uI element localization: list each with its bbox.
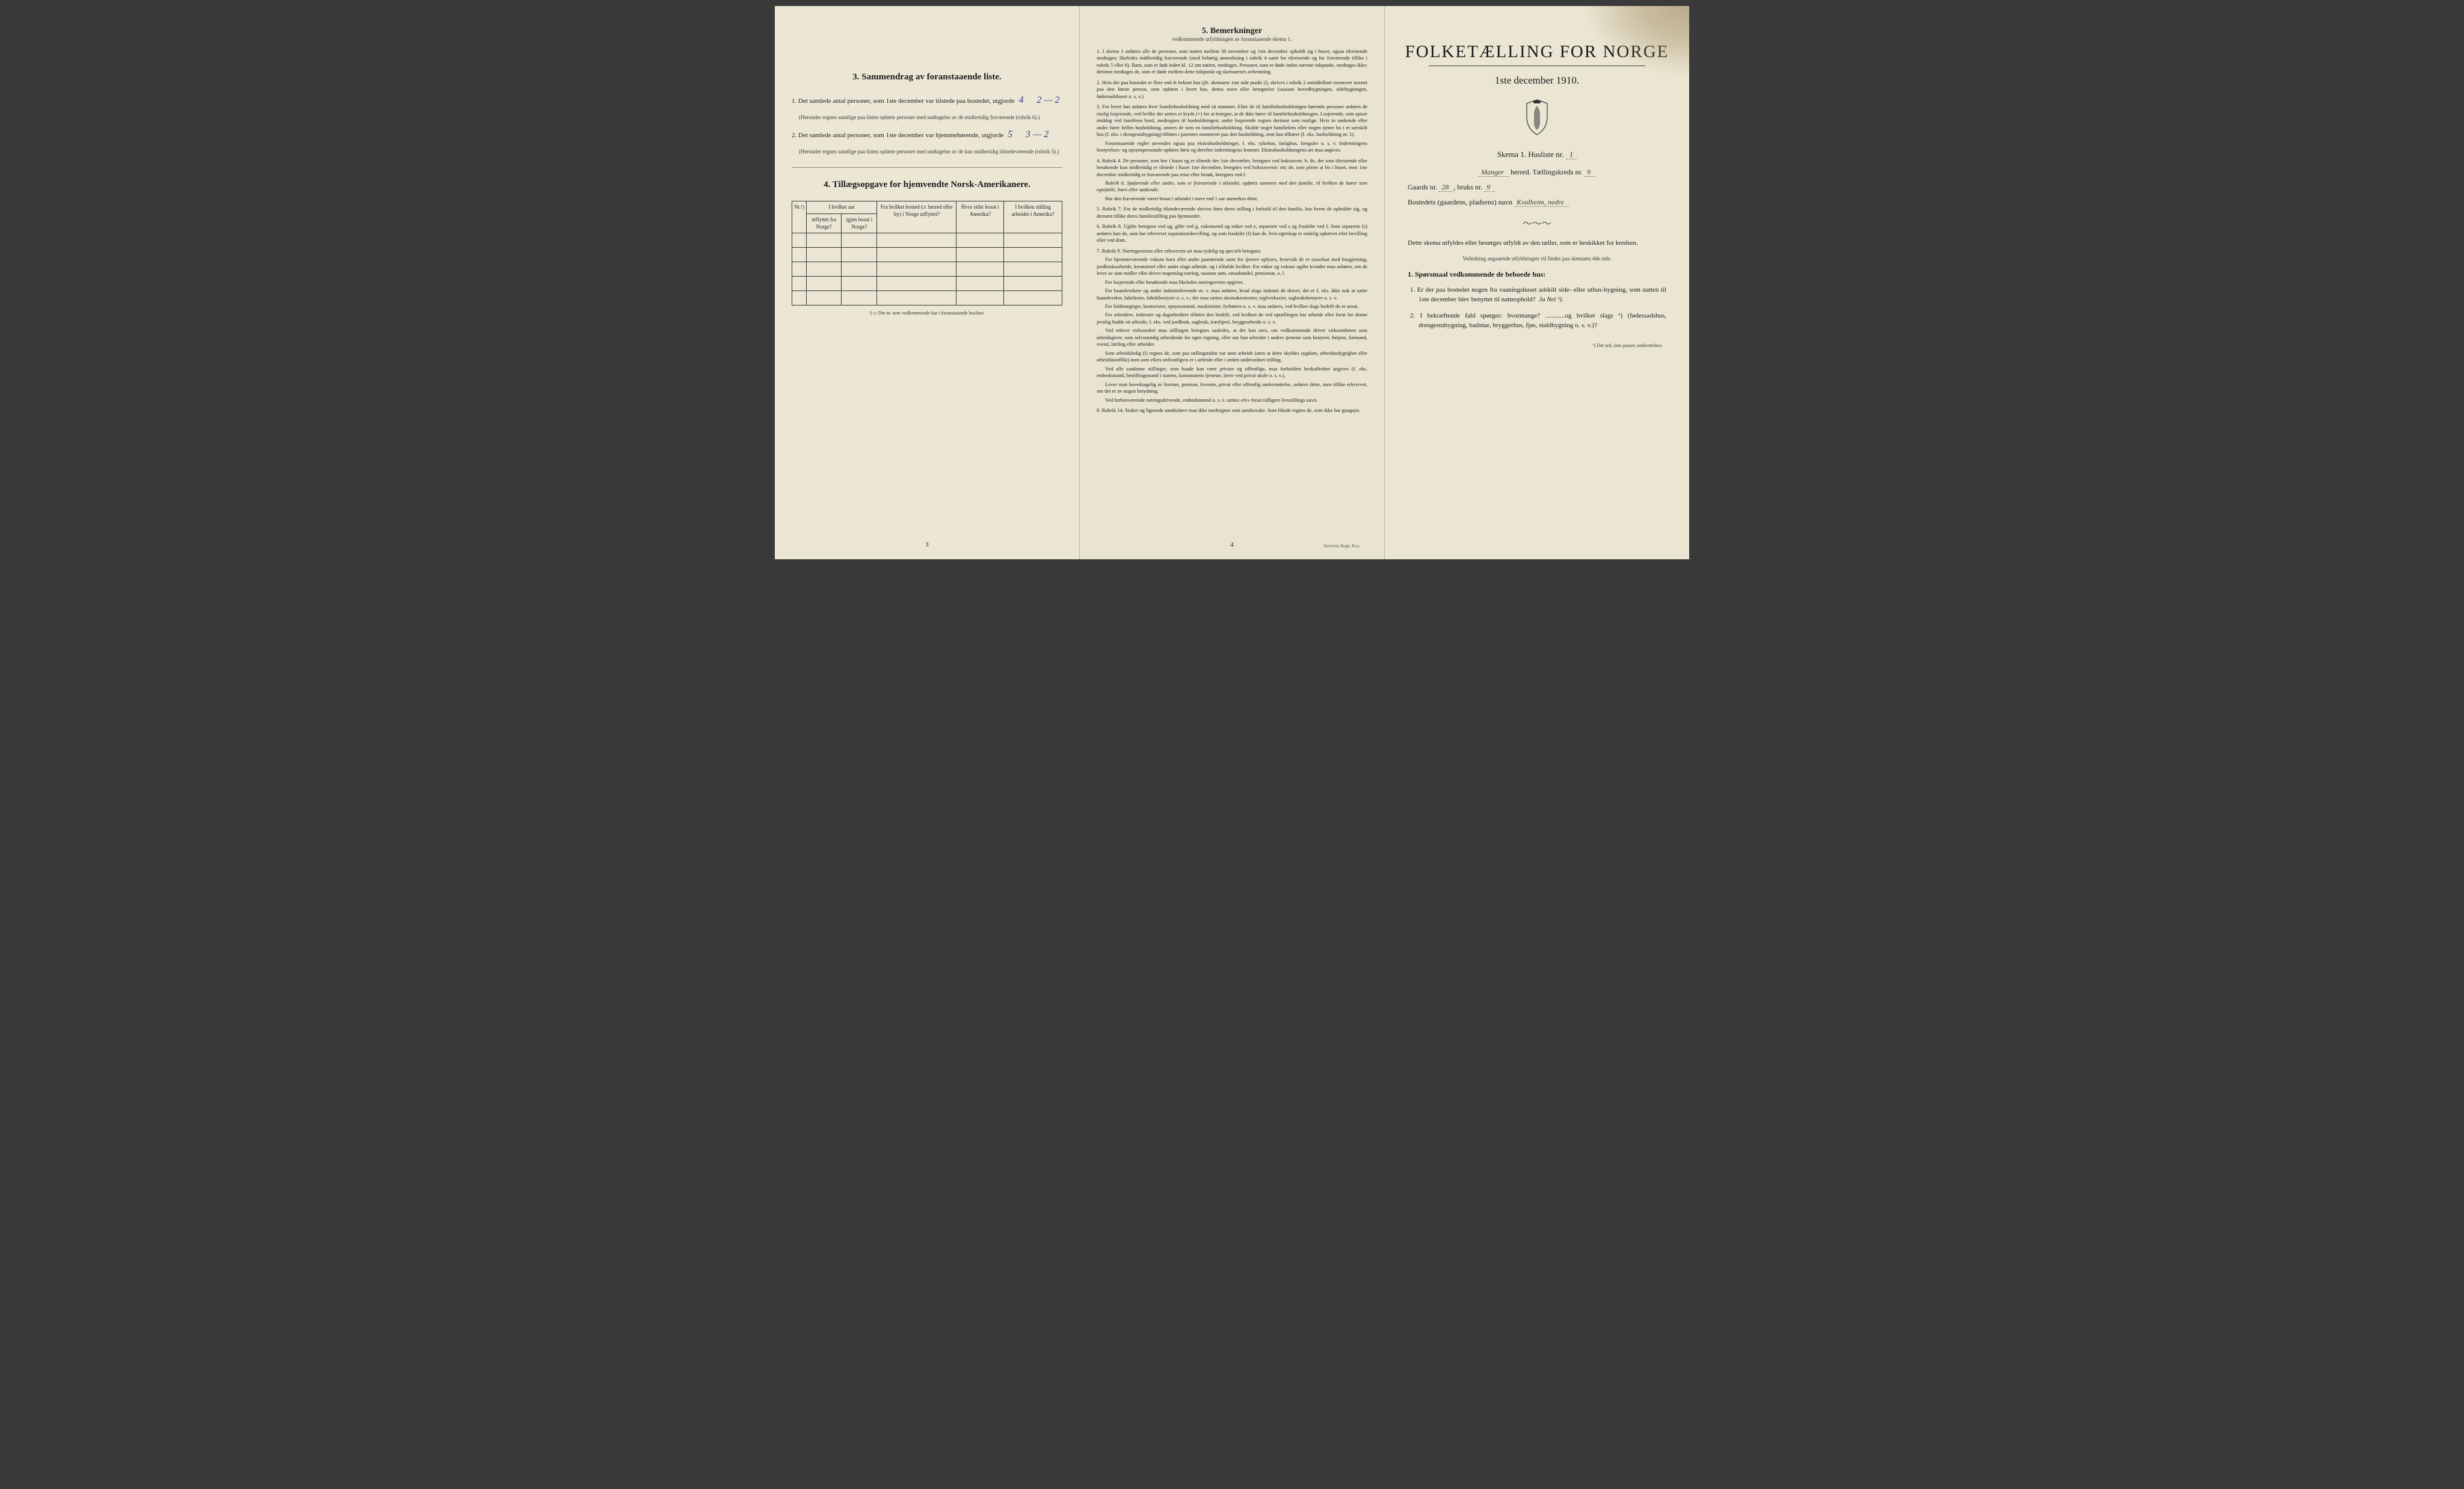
section-3-title: 3. Sammendrag av foranstaaende liste. <box>792 72 1062 82</box>
section-4-title: 4. Tillægsopgave for hjemvendte Norsk-Am… <box>792 180 1062 190</box>
remark-4-sub2: Har den fraværende været bosat i utlande… <box>1097 195 1367 202</box>
item1-note: (Herunder regnes samtlige paa listen opf… <box>792 114 1062 121</box>
kreds-nr: 9 <box>1585 168 1595 177</box>
table-body <box>792 233 1062 305</box>
question-2: 2. I bekræftende fald spørges: hvormange… <box>1418 311 1666 331</box>
table-row <box>792 277 1062 291</box>
skema-line: Skema 1. Husliste nr. 1 <box>1402 150 1672 159</box>
summary-item-1: 1. Det samlede antal personer, som 1ste … <box>792 93 1062 108</box>
section-5-title: 5. Bemerkninger <box>1097 26 1367 36</box>
question-1: 1. Er der paa bostedet nogen fra vaaning… <box>1418 285 1666 305</box>
item1-breakdown: 2 — 2 <box>1034 95 1062 105</box>
table-footnote: ¹) ɔ: Det nr. som vedkommende har i fora… <box>792 310 1062 316</box>
remark-2: 2. Hvis der paa bostedet er flere end ét… <box>1097 79 1367 100</box>
printer-mark: Steen'ske Bogtr. Kr.a. <box>1323 544 1360 548</box>
remark-3-sub: Foranstaaende regler anvendes ogsaa paa … <box>1097 140 1367 154</box>
table-row <box>792 233 1062 248</box>
col-last-america: Hvor sidst bosat i Amerika? <box>956 201 1004 233</box>
col-year-group: I hvilket aar <box>806 201 876 214</box>
remark-5: 5. Rubrik 7. For de midlertidig tilstede… <box>1097 206 1367 220</box>
col-from-where: Fra hvilket bosted (ɔ: herred eller by) … <box>877 201 956 233</box>
panel-front-page: FOLKETÆLLING FOR NORGE 1ste december 191… <box>1385 6 1689 559</box>
item2-note: (Herunder regnes samtlige paa listen opf… <box>792 148 1062 156</box>
norwegian-americans-table: Nr.¹) I hvilket aar Fra hvilket bosted (… <box>792 201 1062 305</box>
item2-breakdown: 3 — 2 <box>1023 129 1051 140</box>
page-number-3: 3 <box>925 541 929 548</box>
col-nr: Nr.¹) <box>792 201 807 233</box>
bosted-row: Bostedets (gaardens, pladsens) navn Kval… <box>1402 198 1672 207</box>
panel-page-3: 3. Sammendrag av foranstaaende liste. 1.… <box>775 6 1080 559</box>
remarks-list: 1. I skema 1 anføres alle de personer, s… <box>1097 48 1367 414</box>
q1-answer: Ja Nei ¹). <box>1539 296 1563 303</box>
census-document: 3. Sammendrag av foranstaaende liste. 1.… <box>775 6 1689 559</box>
table-row <box>792 291 1062 305</box>
item1-count: 4 <box>1016 95 1026 105</box>
document-stain <box>1581 6 1689 78</box>
herred-row: Manger herred. Tællingskreds nr. 9 <box>1402 168 1672 177</box>
gaards-nr: 28 <box>1439 183 1453 192</box>
husliste-nr: 1 <box>1566 150 1577 159</box>
right-footnote: ¹) Det ord, som passer, understrekes. <box>1402 343 1663 348</box>
page-number-4: 4 <box>1230 541 1234 548</box>
summary-item-2: 2. Det samlede antal personer, som 1ste … <box>792 127 1062 142</box>
table-row <box>792 248 1062 262</box>
flourish-icon: ～～～ <box>1402 215 1672 230</box>
remark-4: 4. Rubrik 4. De personer, som bor i huse… <box>1097 158 1367 203</box>
herred-value: Manger <box>1479 168 1509 177</box>
remark-1: 1. I skema 1 anføres alle de personer, s… <box>1097 48 1367 76</box>
divider <box>792 167 1062 168</box>
col-emigrated: utflyttet fra Norge? <box>806 213 841 233</box>
section-5-subtitle: vedkommende utfyldningen av foranstaaend… <box>1097 36 1367 42</box>
bruks-nr: 9 <box>1484 183 1495 192</box>
question-heading: 1. Spørsmaal vedkommende de beboede hus: <box>1408 270 1666 279</box>
norway-coat-of-arms-icon <box>1402 99 1672 139</box>
small-instruction: Veiledning angaaende utfyldningen vil fi… <box>1402 256 1672 262</box>
col-returned: igjen bosat i Norge? <box>842 213 877 233</box>
table-row <box>792 262 1062 277</box>
gaards-row: Gaards nr. 28, bruks nr. 9 <box>1402 183 1672 192</box>
item2-count: 5 <box>1005 129 1015 140</box>
remark-3: 3. For hvert hus anføres hver familiehus… <box>1097 103 1367 153</box>
panel-page-4: 5. Bemerkninger vedkommende utfyldningen… <box>1080 6 1385 559</box>
remark-6: 6. Rubrik 8. Ugifte betegnes ved ug, gif… <box>1097 223 1367 244</box>
col-occupation: I hvilken stilling arbeidet i Amerika? <box>1004 201 1062 233</box>
bosted-value: Kvalheim, nedre <box>1514 198 1569 207</box>
remark-7: 7. Rubrik 9. Næringsveiens eller erhverv… <box>1097 248 1367 404</box>
instructions: Dette skema utfyldes eller besørges utfy… <box>1408 238 1666 248</box>
remark-8: 8. Rubrik 14. Sinker og lignende aandssl… <box>1097 407 1367 414</box>
remark-4-sub1: Rubrik 6. Sjøfarende eller andre, som er… <box>1097 180 1367 194</box>
